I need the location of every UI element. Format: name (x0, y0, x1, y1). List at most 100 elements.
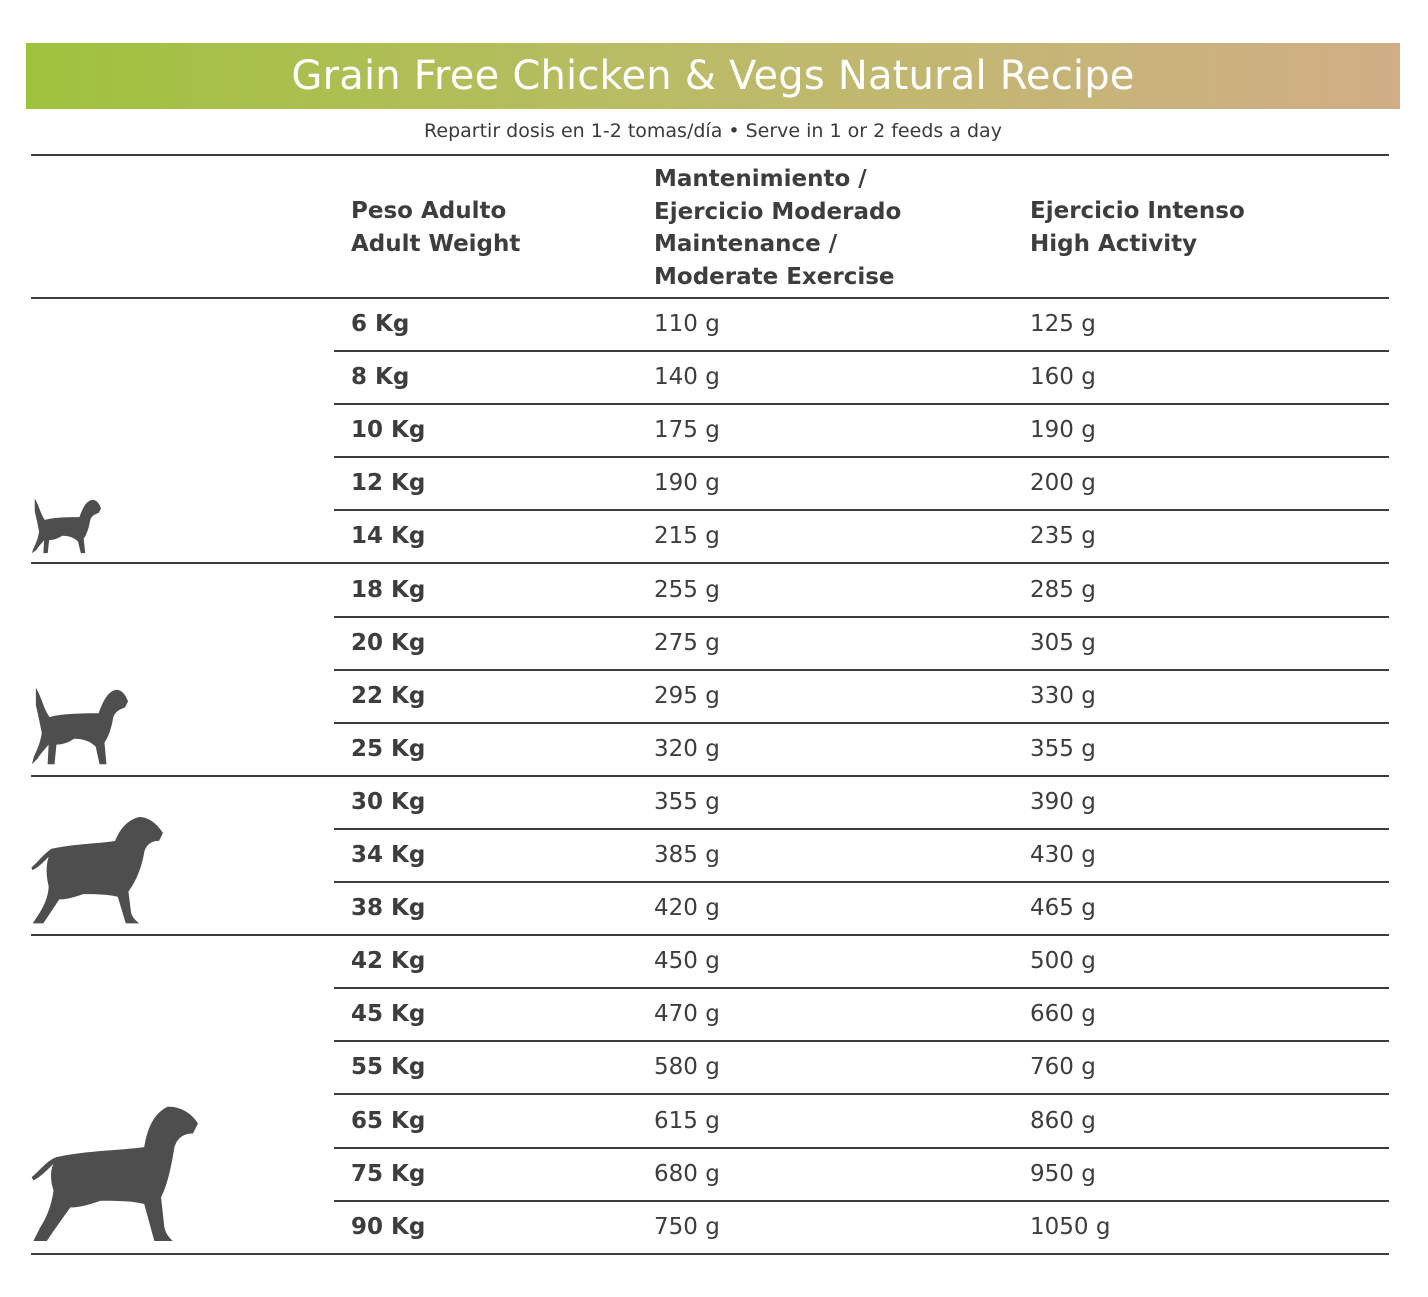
row-divider (334, 669, 1389, 671)
table-row: 25 Kg 320 g 355 g (0, 724, 1428, 777)
weight-cell: 12 Kg (351, 470, 426, 496)
row-divider (334, 987, 1389, 989)
row-divider (334, 722, 1389, 724)
weight-cell: 30 Kg (351, 789, 426, 815)
table-row: 14 Kg 215 g 235 g (0, 511, 1428, 564)
maintenance-cell: 175 g (654, 417, 720, 443)
row-divider (334, 509, 1389, 511)
row-divider (334, 828, 1389, 830)
header-high-es: Ejercicio Intenso (1030, 198, 1245, 224)
high-activity-cell: 465 g (1030, 895, 1096, 921)
maintenance-cell: 190 g (654, 470, 720, 496)
weight-cell: 25 Kg (351, 736, 426, 762)
table-row: 20 Kg 275 g 305 g (0, 618, 1428, 671)
table-row: 6 Kg 110 g 125 g (0, 299, 1428, 352)
weight-cell: 45 Kg (351, 1001, 426, 1027)
high-activity-cell: 200 g (1030, 470, 1096, 496)
row-divider (334, 403, 1389, 405)
table-row: 12 Kg 190 g 200 g (0, 458, 1428, 511)
row-divider (334, 1200, 1389, 1202)
high-activity-cell: 760 g (1030, 1054, 1096, 1080)
weight-cell: 38 Kg (351, 895, 426, 921)
maintenance-cell: 215 g (654, 523, 720, 549)
maintenance-cell: 450 g (654, 948, 720, 974)
maintenance-cell: 255 g (654, 577, 720, 603)
row-divider (334, 1040, 1389, 1042)
table-row: 45 Kg 470 g 660 g (0, 989, 1428, 1042)
high-activity-cell: 190 g (1030, 417, 1096, 443)
table-row: 38 Kg 420 g 465 g (0, 883, 1428, 936)
maintenance-cell: 420 g (654, 895, 720, 921)
table-row: 75 Kg 680 g 950 g (0, 1149, 1428, 1202)
header-rule (31, 297, 1389, 299)
row-divider (334, 881, 1389, 883)
table-row: 30 Kg 355 g 390 g (0, 777, 1428, 830)
high-activity-cell: 390 g (1030, 789, 1096, 815)
subtitle: Repartir dosis en 1-2 tomas/día • Serve … (424, 120, 1002, 142)
weight-cell: 34 Kg (351, 842, 426, 868)
high-activity-cell: 305 g (1030, 630, 1096, 656)
row-divider (31, 775, 1389, 777)
maintenance-cell: 355 g (654, 789, 720, 815)
weight-cell: 20 Kg (351, 630, 426, 656)
giant-dog-icon (31, 1106, 198, 1242)
row-divider (334, 1093, 1389, 1095)
weight-cell: 22 Kg (351, 683, 426, 709)
high-activity-cell: 235 g (1030, 523, 1096, 549)
weight-cell: 75 Kg (351, 1161, 426, 1187)
row-divider (31, 934, 1389, 936)
weight-cell: 65 Kg (351, 1108, 426, 1134)
header-maintenance-line2: Ejercicio Moderado (654, 198, 902, 225)
high-activity-cell: 500 g (1030, 948, 1096, 974)
weight-cell: 42 Kg (351, 948, 426, 974)
table-row: 34 Kg 385 g 430 g (0, 830, 1428, 883)
header-maintenance-line1: Mantenimiento / (654, 166, 867, 192)
high-activity-cell: 285 g (1030, 577, 1096, 603)
high-activity-cell: 355 g (1030, 736, 1096, 762)
row-divider (334, 456, 1389, 458)
high-activity-cell: 125 g (1030, 311, 1096, 337)
table-row: 55 Kg 580 g 760 g (0, 1042, 1428, 1095)
maintenance-cell: 615 g (654, 1108, 720, 1134)
small-dog-icon (31, 498, 101, 554)
weight-cell: 6 Kg (351, 311, 410, 337)
row-divider (31, 562, 1389, 564)
maintenance-cell: 750 g (654, 1214, 720, 1240)
table-row: 10 Kg 175 g 190 g (0, 405, 1428, 458)
header-high-en: High Activity (1030, 230, 1198, 257)
maintenance-cell: 580 g (654, 1054, 720, 1080)
high-activity-cell: 1050 g (1030, 1214, 1111, 1240)
high-activity-cell: 160 g (1030, 364, 1096, 390)
table-row: 90 Kg 750 g 1050 g (0, 1202, 1428, 1255)
table-row: 8 Kg 140 g 160 g (0, 352, 1428, 405)
table-row: 22 Kg 295 g 330 g (0, 671, 1428, 724)
page-title: Grain Free Chicken & Vegs Natural Recipe (291, 53, 1135, 99)
medium-dog-icon (31, 687, 128, 765)
row-divider (334, 350, 1389, 352)
header-maintenance-line3: Maintenance / (654, 231, 838, 257)
maintenance-cell: 110 g (654, 311, 720, 337)
weight-cell: 18 Kg (351, 577, 426, 603)
maintenance-cell: 470 g (654, 1001, 720, 1027)
weight-cell: 14 Kg (351, 523, 426, 549)
weight-cell: 10 Kg (351, 417, 426, 443)
table-row: 65 Kg 615 g 860 g (0, 1096, 1428, 1149)
maintenance-cell: 275 g (654, 630, 720, 656)
row-divider (334, 1147, 1389, 1149)
high-activity-cell: 330 g (1030, 683, 1096, 709)
high-activity-cell: 660 g (1030, 1001, 1096, 1027)
title-banner: Grain Free Chicken & Vegs Natural Recipe (26, 43, 1400, 109)
maintenance-cell: 295 g (654, 683, 720, 709)
maintenance-cell: 385 g (654, 842, 720, 868)
header-maintenance: Mantenimiento / Ejercicio Moderado Maint… (654, 163, 901, 293)
high-activity-cell: 430 g (1030, 842, 1096, 868)
row-divider (31, 1253, 1389, 1255)
header-weight-en: Adult Weight (351, 230, 521, 257)
header-maintenance-line4: Moderate Exercise (654, 263, 895, 290)
large-dog-icon (31, 816, 163, 924)
header-weight: Peso Adulto Adult Weight (351, 195, 520, 260)
high-activity-cell: 950 g (1030, 1161, 1096, 1187)
weight-cell: 90 Kg (351, 1214, 426, 1240)
maintenance-cell: 680 g (654, 1161, 720, 1187)
maintenance-cell: 140 g (654, 364, 720, 390)
